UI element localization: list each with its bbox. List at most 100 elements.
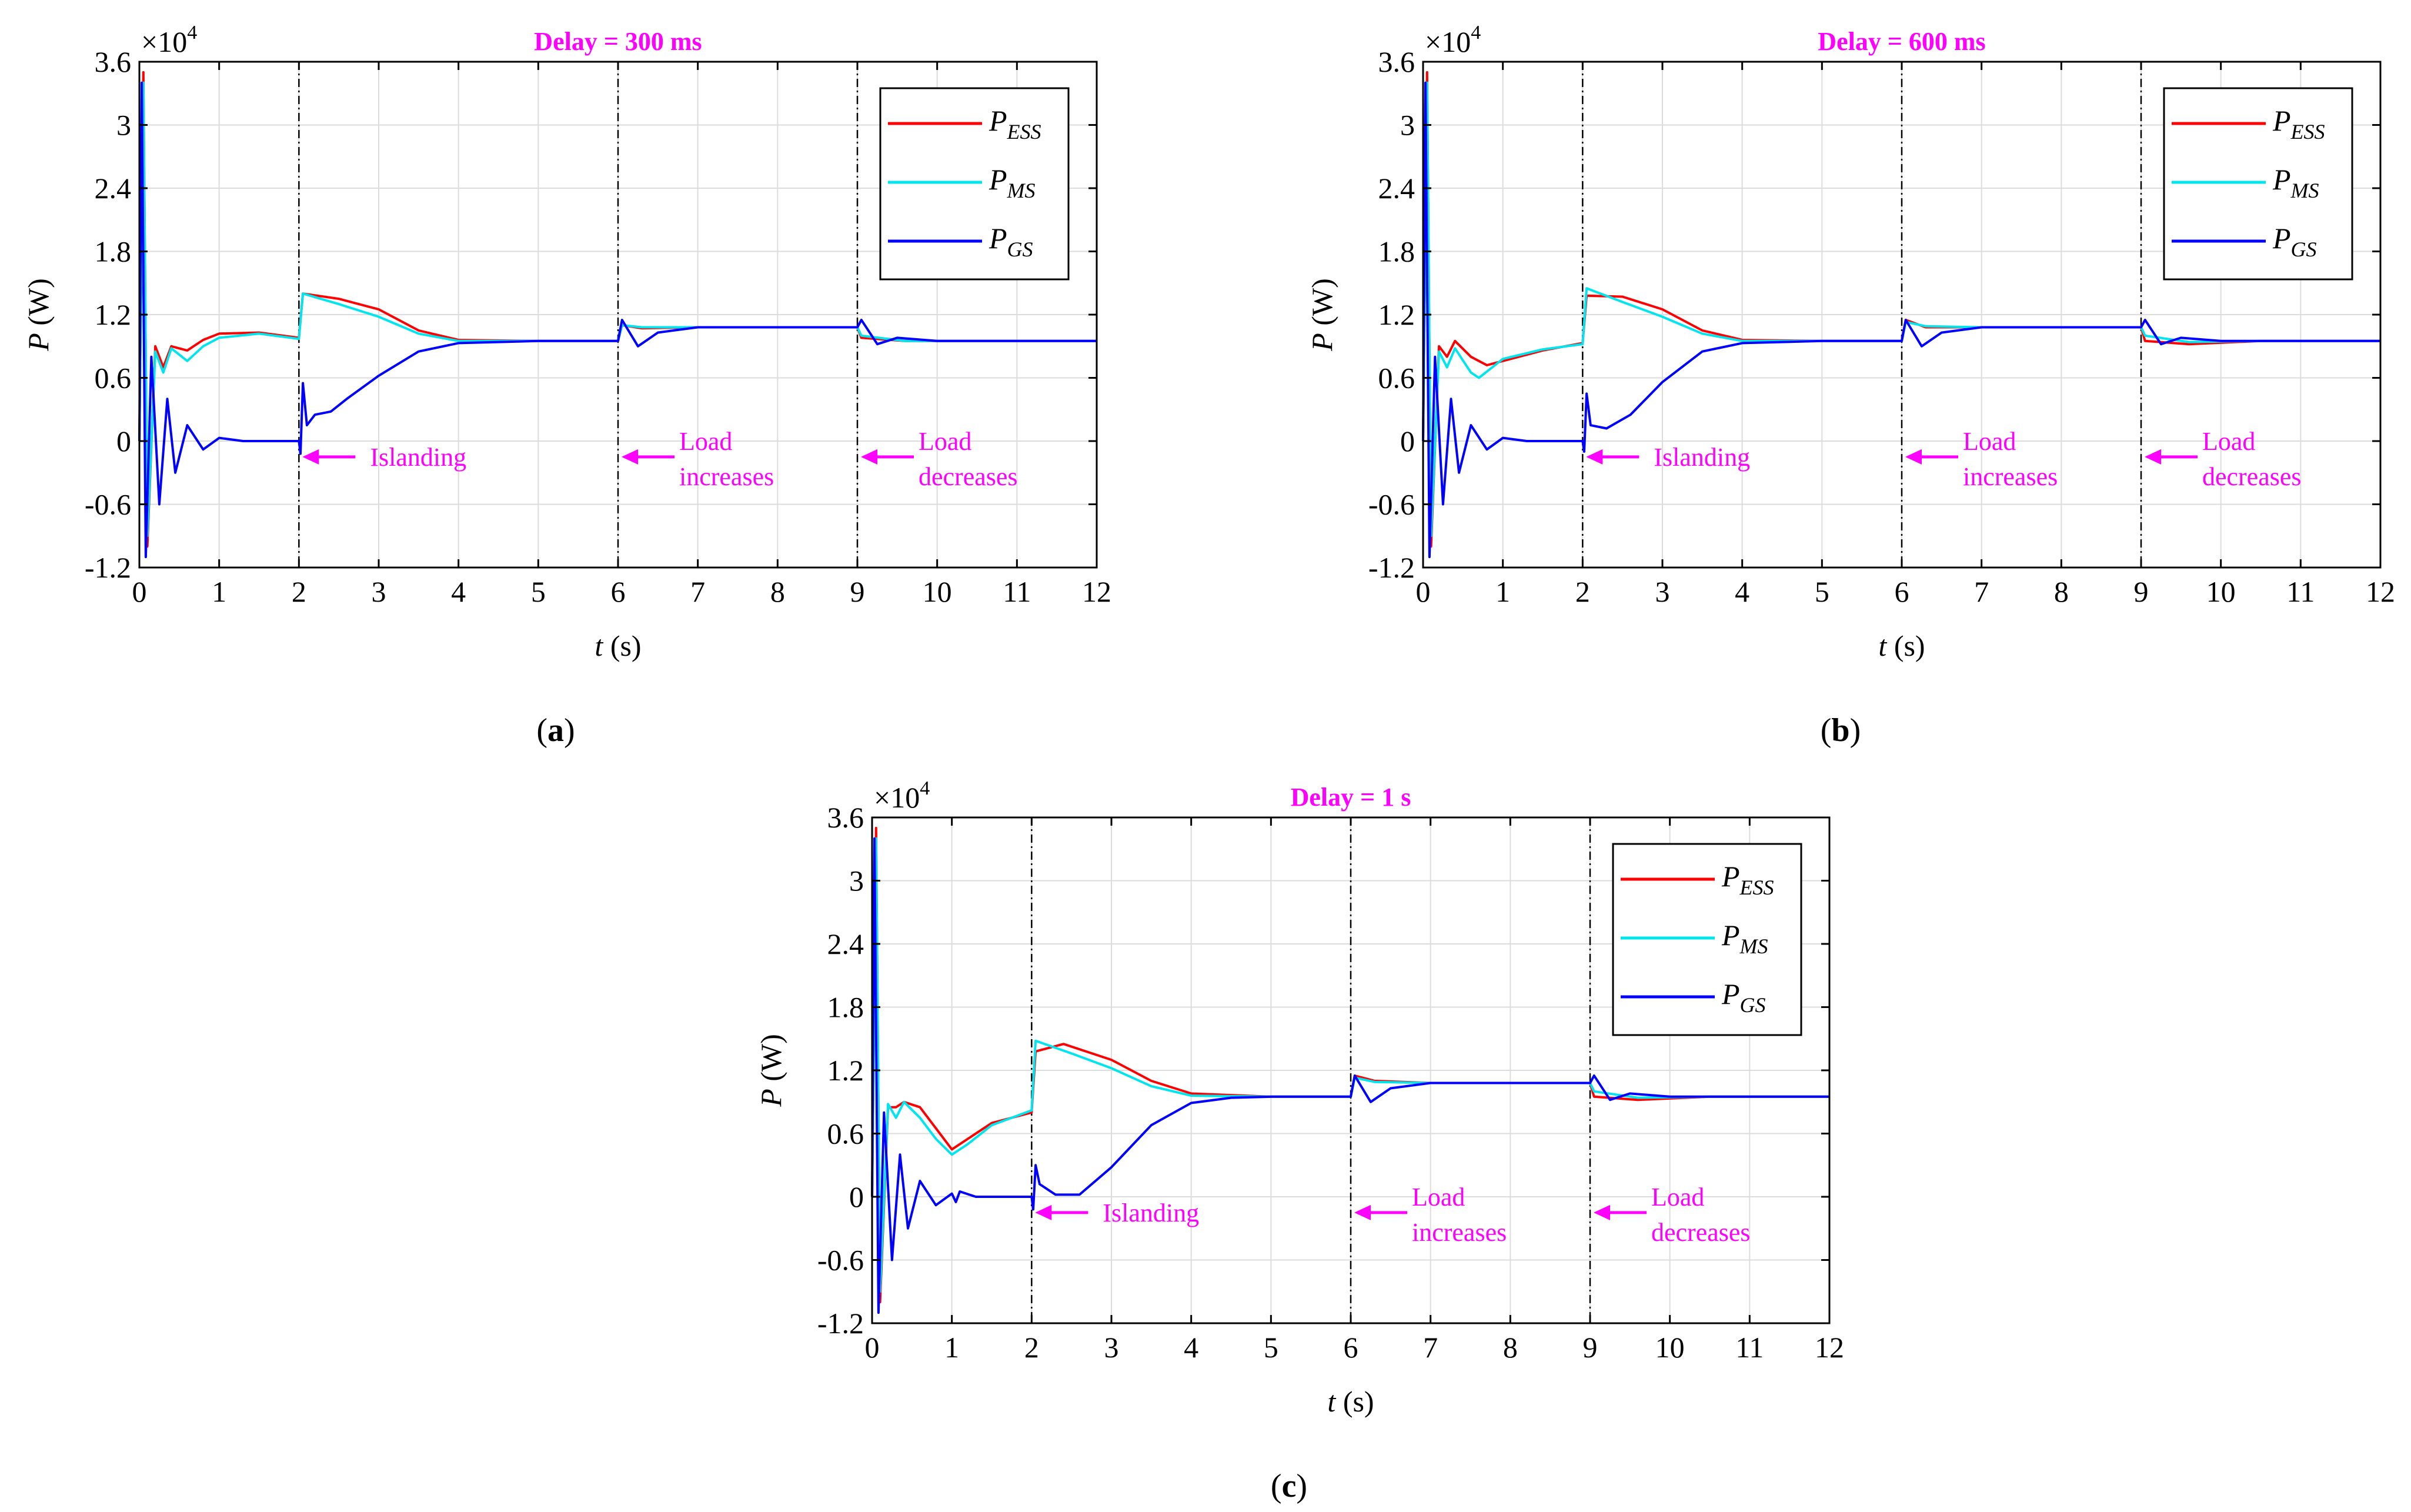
annotation-arrow-icon (1354, 1204, 1371, 1220)
panel-c-series (871, 826, 1829, 1314)
y-tick-label: -1.2 (1368, 551, 1415, 584)
x-tick-label: 0 (1416, 575, 1431, 608)
panel-b-legend: PESS PMS PGS (2163, 87, 2353, 281)
panel-b-annotations: Islanding Load increases Load decreases (1586, 427, 2302, 491)
x-tick-label: 1 (944, 1331, 959, 1364)
annotation-arrow-icon (2145, 449, 2161, 465)
x-tick-label: 4 (1184, 1331, 1198, 1364)
y-tick-label: 0.6 (1378, 362, 1415, 395)
annotation-arrow-icon (1586, 449, 1603, 465)
legend-label-p-ms: PMS (2272, 163, 2319, 202)
x-tick-label: 4 (1735, 575, 1749, 608)
annotation-arrow-icon (861, 449, 877, 465)
y-tick-label: -0.6 (85, 488, 131, 521)
x-tick-label: 11 (1003, 575, 1031, 608)
panel-b-xlabel: t (s) (1878, 629, 1925, 662)
y-tick-label: 1.2 (95, 298, 132, 331)
panel-b-series (1422, 71, 2380, 559)
panel-a-legend: PESS PMS PGS (879, 87, 1070, 281)
x-tick-label: 8 (770, 575, 785, 608)
panel-c-event-lines (1031, 817, 1591, 1323)
annotation-arrow-icon (302, 449, 319, 465)
y-tick-label: 3.6 (1378, 45, 1415, 78)
annotation-arrow-icon (1905, 449, 1922, 465)
y-tick-label: 1.2 (1378, 298, 1415, 331)
panel-b-yticks: 3.6 3 2.4 1.8 1.2 0.6 0 -0.6 -1.2 (1368, 45, 2380, 584)
annotation-label: decreases (2202, 462, 2302, 491)
annotation-arrow-icon (622, 449, 638, 465)
y-tick-label: -0.6 (817, 1244, 864, 1277)
panel-b: 3.632.41.81.20.60-0.6-1.2 0 1 2 3 4 5 6 7 8 9 10 11… (1305, 22, 2395, 749)
annotation-arrow-icon (1594, 1204, 1610, 1220)
annotation-label: Load (1963, 427, 2016, 456)
panel-c-xticks: 0 1 2 3 4 5 6 7 8 9 10 11 12 (865, 817, 1844, 1364)
panel-a: 3.632.41.81.20.60-0.6-1.2 0 1 2 3 4 5 6 7 8 9 10 11… (22, 22, 1111, 749)
x-tick-label: 5 (1264, 1331, 1278, 1364)
annotation-label: Islanding (370, 443, 466, 472)
panel-b-caption: (b) (1821, 712, 1861, 749)
x-tick-label: 5 (1815, 575, 1829, 608)
x-tick-label: 5 (531, 575, 546, 608)
x-tick-label: 6 (611, 575, 626, 608)
x-tick-label: 8 (1503, 1331, 1518, 1364)
y-tick-label: 1.8 (1378, 235, 1415, 268)
series-line-p-gs (871, 837, 1829, 1314)
y-tick-label: 1.8 (95, 235, 132, 268)
x-tick-label: 6 (1895, 575, 1909, 608)
x-tick-label: 10 (923, 575, 952, 608)
x-tick-label: 7 (1423, 1331, 1438, 1364)
x-tick-label: 6 (1344, 1331, 1358, 1364)
x-tick-label: 11 (2286, 575, 2315, 608)
y-tick-label: 0.6 (95, 362, 132, 395)
legend-label-p-gs: PGS (1721, 977, 1766, 1017)
annotation-label: Load (1651, 1183, 1704, 1211)
panel-c: 3.632.41.81.20.60-0.6-1.2 0 1 2 3 4 5 6 7 8 9 10 11… (754, 777, 1844, 1504)
panel-c-title: Delay = 1 s (1291, 783, 1411, 812)
x-tick-label: 2 (1024, 1331, 1039, 1364)
legend-label-p-ess: PESS (2272, 104, 2325, 143)
x-tick-label: 9 (2134, 575, 2149, 608)
y-tick-label: -1.2 (85, 551, 131, 584)
x-tick-label: 1 (212, 575, 226, 608)
x-tick-label: 3 (1104, 1331, 1119, 1364)
y-tick-label: 2.4 (95, 172, 132, 205)
y-tick-label: 3 (1400, 109, 1415, 142)
annotation-arrow-icon (1035, 1204, 1052, 1220)
y-tick-label: 3 (849, 865, 864, 897)
y-tick-label: 3.6 (827, 801, 864, 834)
x-tick-label: 10 (1655, 1331, 1685, 1364)
panel-b-exponent-label: ×104 (1425, 22, 1481, 58)
x-tick-label: 11 (1735, 1331, 1764, 1364)
panel-b-ylabel: P (W) (1305, 278, 1338, 352)
x-tick-label: 3 (372, 575, 386, 608)
annotation-label: Load (1412, 1183, 1465, 1211)
y-tick-label: 2.4 (1378, 172, 1415, 205)
legend-label-p-ms: PMS (1721, 919, 1768, 958)
x-tick-label: 9 (850, 575, 865, 608)
x-tick-label: 8 (2054, 575, 2069, 608)
panel-a-series (138, 71, 1097, 559)
panel-a-yticks: 3.6 3 2.4 1.8 1.2 0.6 0 -0.6 -1.2 (85, 45, 1097, 584)
annotation-label: increases (1963, 462, 2058, 491)
x-tick-label: 12 (2366, 575, 2395, 608)
panel-a-exponent-label: ×104 (141, 22, 197, 58)
panel-c-annotations: Islanding Load increases Load decreases (1035, 1183, 1751, 1247)
x-tick-label: 1 (1495, 575, 1510, 608)
annotation-label: Load (2202, 427, 2255, 456)
y-tick-label: 1.2 (827, 1054, 864, 1087)
x-tick-label: 10 (2206, 575, 2236, 608)
y-tick-label: 0 (849, 1180, 864, 1213)
legend-label-p-gs: PGS (2272, 222, 2317, 261)
y-tick-label: 2.4 (827, 927, 864, 960)
x-tick-label: 12 (1815, 1331, 1844, 1364)
panel-b-event-lines (1582, 62, 2142, 568)
legend-label-p-gs: PGS (989, 222, 1033, 261)
panel-a-xticks: 0 1 2 3 4 5 6 7 8 9 10 11 12 (132, 62, 1111, 608)
panel-a-event-lines (298, 62, 859, 568)
panel-a-xlabel: t (s) (595, 629, 641, 662)
x-tick-label: 12 (1082, 575, 1111, 608)
panel-b-xticks: 0 1 2 3 4 5 6 7 8 9 10 11 12 (1416, 62, 2395, 608)
legend-label-p-ess: PESS (1721, 860, 1774, 899)
panel-c-legend: PESS PMS PGS (1612, 843, 1802, 1036)
panel-c-caption: (c) (1271, 1468, 1307, 1504)
